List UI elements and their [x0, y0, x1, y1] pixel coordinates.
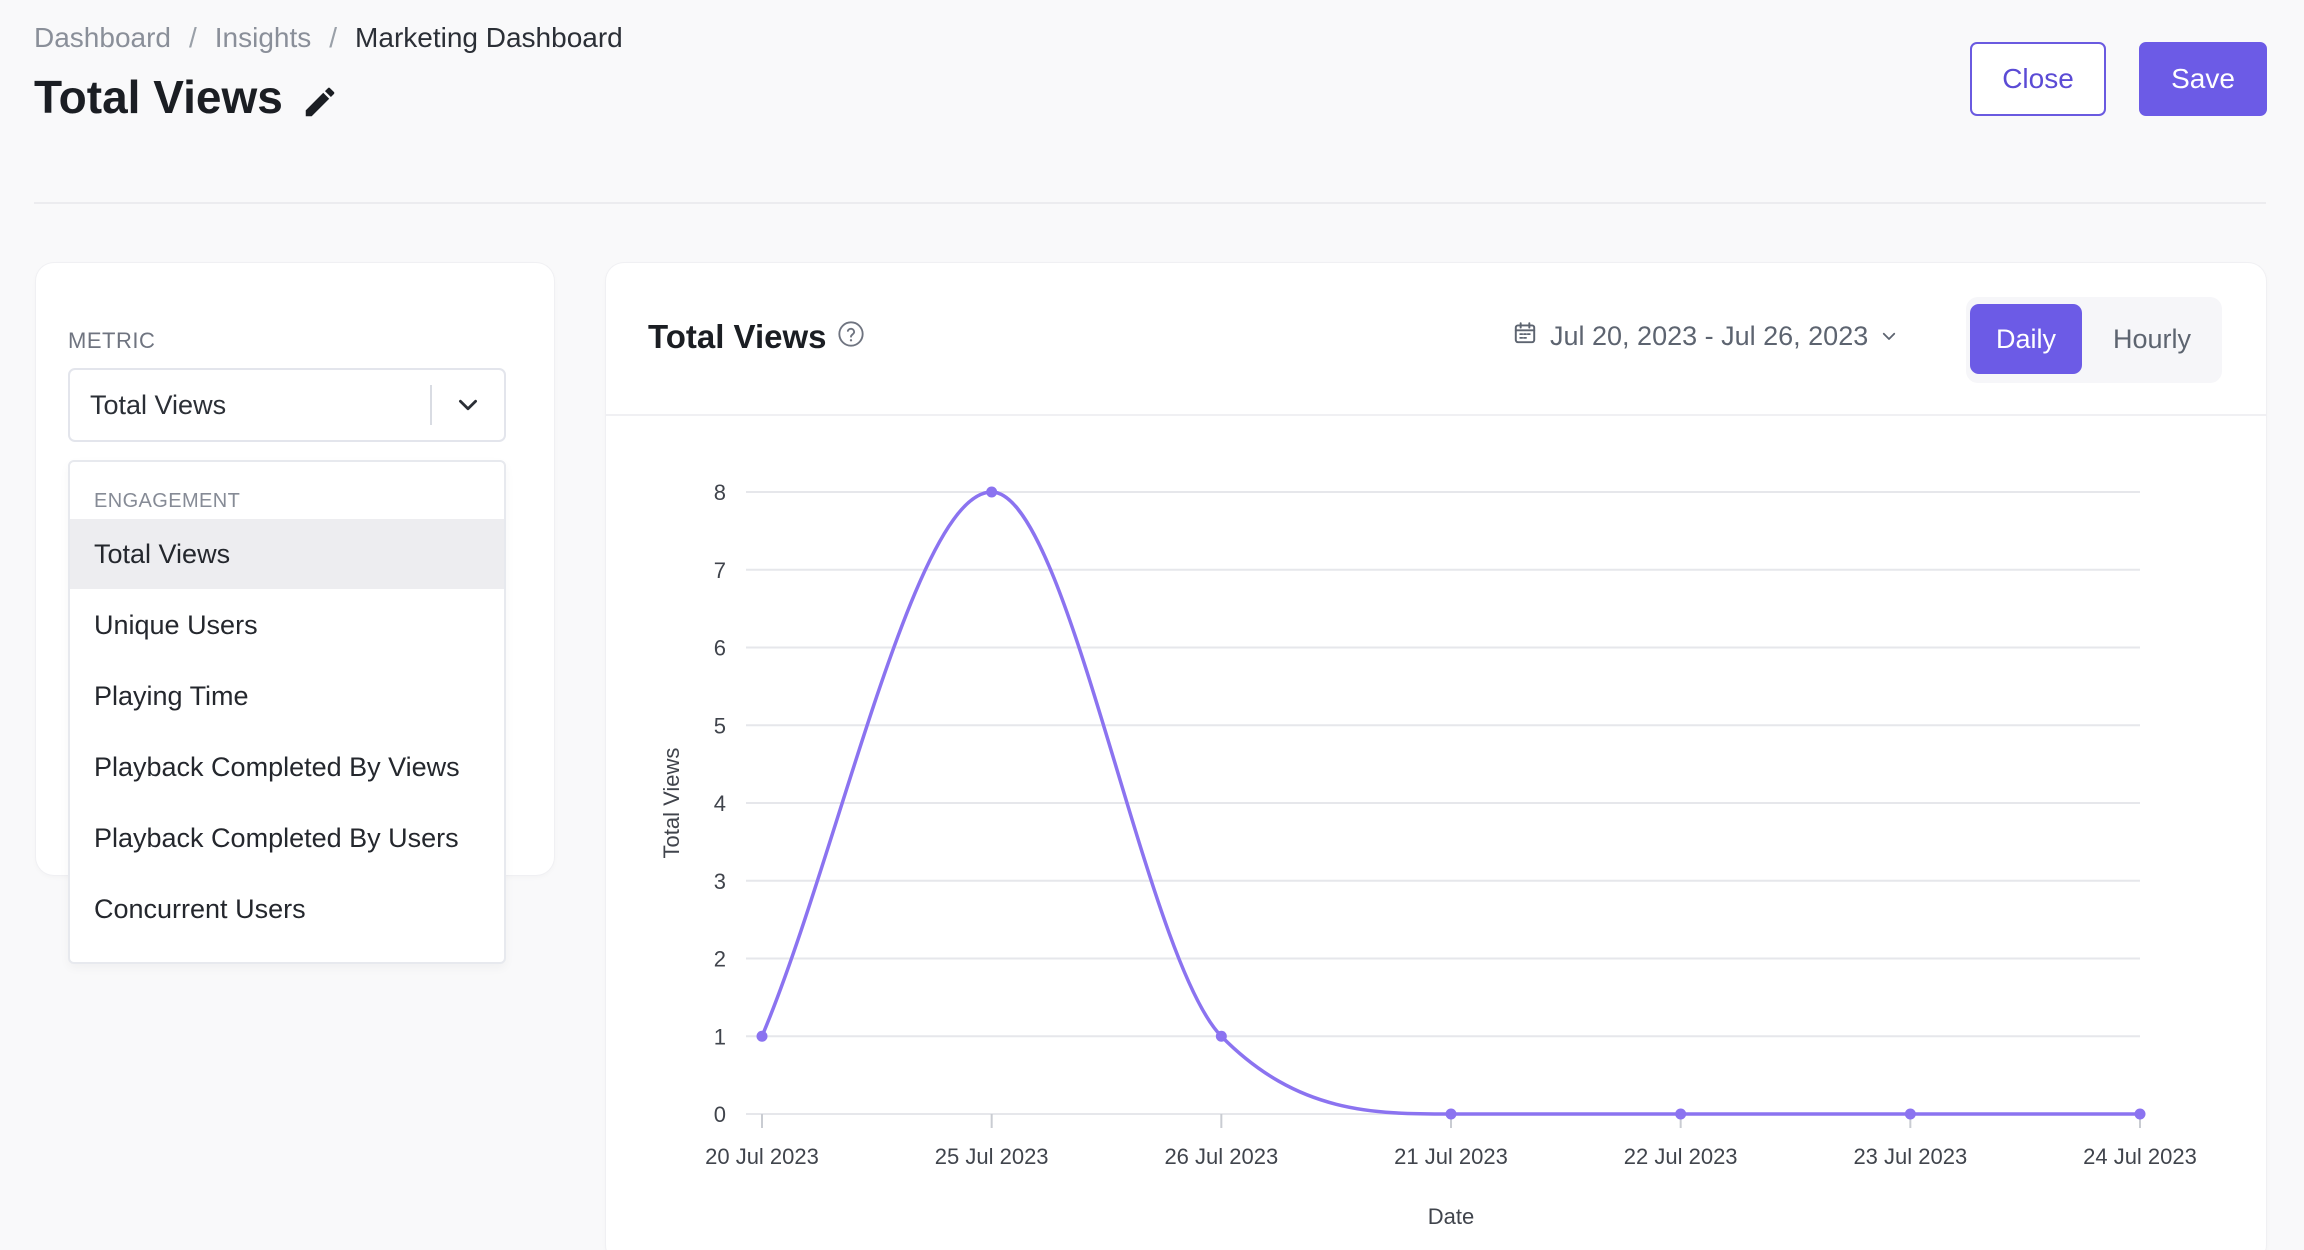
breadcrumb: Dashboard / Insights / Marketing Dashboa…	[34, 22, 623, 54]
x-axis-title: Date	[1428, 1204, 1474, 1229]
date-range-text: Jul 20, 2023 - Jul 26, 2023	[1550, 321, 1869, 351]
daily-toggle-button[interactable]: Daily	[1970, 304, 2082, 374]
breadcrumb-separator: /	[329, 22, 338, 53]
help-icon[interactable]	[837, 318, 865, 356]
pencil-icon[interactable]	[301, 78, 339, 117]
y-tick-label: 5	[714, 713, 726, 738]
breadcrumb-item-dashboard[interactable]: Dashboard	[34, 22, 171, 53]
x-tick-label: 26 Jul 2023	[1164, 1144, 1278, 1169]
chart-title: Total Views	[648, 318, 865, 356]
hourly-toggle-button[interactable]: Hourly	[2112, 323, 2192, 354]
x-tick-label: 24 Jul 2023	[2083, 1144, 2197, 1169]
breadcrumb-item-current: Marketing Dashboard	[355, 22, 623, 53]
y-tick-label: 3	[714, 869, 726, 894]
dropdown-item[interactable]: Playback Completed By Views	[94, 751, 460, 782]
header-divider	[34, 202, 2266, 204]
y-tick-label: 8	[714, 480, 726, 505]
data-point	[1215, 1030, 1227, 1042]
breadcrumb-item-insights[interactable]: Insights	[214, 22, 312, 53]
date-range-picker[interactable]: Jul 20, 2023 - Jul 26, 2023	[1512, 320, 1898, 353]
metric-select[interactable]: Total Views	[68, 368, 506, 442]
line-chart: 0 1 2 3 4 5 6 7 8 20 Jul 2023 25 Jul 2023 26 Jul 20…	[659, 480, 2197, 1229]
data-point	[1904, 1108, 1916, 1120]
x-tick-label: 21 Jul 2023	[1394, 1144, 1508, 1169]
y-tick-label: 7	[714, 558, 726, 583]
dropdown-group-label: ENGAGEMENT	[94, 490, 241, 512]
data-point	[2134, 1108, 2146, 1120]
dropdown-item[interactable]: Concurrent Users	[94, 893, 306, 924]
metric-select-value: Total Views	[90, 389, 227, 420]
chart-title-text: Total Views	[648, 318, 827, 355]
x-tick-label: 20 Jul 2023	[705, 1144, 819, 1169]
series-line	[760, 490, 2140, 1116]
page-title: Total Views	[34, 70, 339, 124]
dropdown-item[interactable]: Playback Completed By Users	[94, 822, 459, 853]
chart-header-divider	[606, 414, 2266, 416]
x-tick-label: 25 Jul 2023	[935, 1144, 1049, 1169]
y-tick-label: 6	[714, 636, 726, 661]
granularity-toggle: Daily Hourly	[1966, 297, 2222, 383]
data-point	[1675, 1108, 1687, 1120]
y-tick-label: 1	[714, 1024, 726, 1049]
y-tick-label: 2	[714, 947, 726, 972]
page-title-text: Total Views	[34, 71, 283, 123]
dropdown-item[interactable]: Total Views	[70, 519, 504, 589]
select-divider	[430, 385, 432, 425]
y-tick-label: 0	[714, 1102, 726, 1127]
metric-dropdown-menu: ENGAGEMENT Total Views Unique Users Play…	[68, 460, 506, 964]
breadcrumb-separator: /	[188, 22, 197, 53]
dropdown-item[interactable]: Playing Time	[94, 680, 249, 711]
data-point	[986, 486, 998, 498]
dropdown-item[interactable]: Unique Users	[94, 609, 258, 640]
x-tick-label: 23 Jul 2023	[1853, 1144, 1967, 1169]
chevron-down-icon[interactable]	[432, 392, 504, 418]
data-point	[1445, 1108, 1457, 1120]
data-point	[756, 1030, 768, 1042]
y-axis-title: Total Views	[659, 748, 684, 859]
close-button[interactable]: Close	[1970, 42, 2106, 116]
y-tick-label: 4	[714, 791, 726, 816]
x-tick-label: 22 Jul 2023	[1624, 1144, 1738, 1169]
chart-panel	[606, 263, 2266, 1250]
calendar-icon	[1512, 320, 1538, 353]
save-button[interactable]: Save	[2139, 42, 2267, 116]
metric-label: METRIC	[68, 328, 156, 353]
chevron-down-icon	[1880, 321, 1898, 352]
